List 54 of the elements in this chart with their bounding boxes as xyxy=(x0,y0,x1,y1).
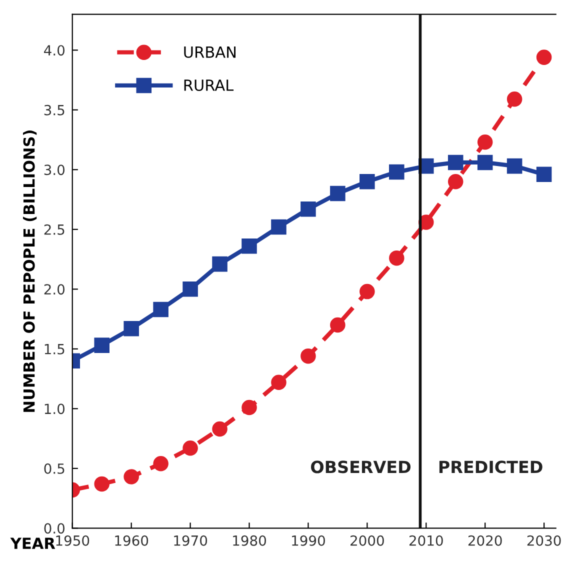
point xyxy=(271,374,286,390)
y-tick-label: 1.0 xyxy=(44,404,65,414)
point xyxy=(506,158,522,174)
x-tick-label: 2000 xyxy=(350,535,384,546)
annotation: OBSERVED xyxy=(311,460,411,474)
x-tick-label: 1980 xyxy=(233,535,266,546)
y-tick-label: 1.5 xyxy=(44,344,64,354)
legend-label: RURAL xyxy=(184,80,234,92)
point xyxy=(242,400,257,416)
y-tick-label: 2.5 xyxy=(44,224,64,235)
point xyxy=(94,476,110,492)
point xyxy=(330,186,346,202)
point xyxy=(360,284,375,300)
x-axis-title: YEAR xyxy=(10,538,56,549)
point xyxy=(124,469,139,484)
y-tick-label: 0.0 xyxy=(44,523,65,534)
legend-label: URBAN xyxy=(184,46,236,58)
point xyxy=(212,421,228,437)
point xyxy=(536,50,552,65)
y-tick-label: 3.0 xyxy=(44,164,65,176)
y-tick-label: 0.5 xyxy=(44,463,64,474)
y-axis-title: NUMBER OF PEPOPLE (BILLIONS) xyxy=(23,130,37,412)
x-tick-label: 2020 xyxy=(468,535,502,546)
point xyxy=(271,219,286,235)
point xyxy=(330,317,346,333)
point xyxy=(124,320,139,336)
point xyxy=(212,256,228,272)
x-tick-label: 1990 xyxy=(292,535,325,546)
point xyxy=(182,282,198,297)
x-tick-label: 2030 xyxy=(527,535,561,546)
x-tick-label: 1970 xyxy=(174,535,208,546)
x-tick-label: 2010 xyxy=(409,535,443,546)
point xyxy=(153,456,168,472)
x-tick-label: 1950 xyxy=(56,535,90,546)
point xyxy=(448,174,464,190)
point xyxy=(153,302,168,318)
point xyxy=(506,91,522,107)
point xyxy=(477,154,493,170)
point xyxy=(242,238,257,254)
point xyxy=(536,166,552,182)
point xyxy=(477,134,493,150)
point xyxy=(182,440,198,456)
annotation: PREDICTED xyxy=(439,460,542,474)
point xyxy=(300,348,316,364)
point xyxy=(94,338,110,353)
point xyxy=(360,174,375,190)
x-tick-label: 1960 xyxy=(115,535,148,546)
y-tick-label: 2.0 xyxy=(44,284,65,295)
point xyxy=(389,164,404,180)
y-tick-label: 3.5 xyxy=(44,104,64,116)
point xyxy=(448,154,464,170)
y-tick-label: 4.0 xyxy=(44,45,65,56)
point xyxy=(300,201,316,217)
point xyxy=(389,250,404,266)
